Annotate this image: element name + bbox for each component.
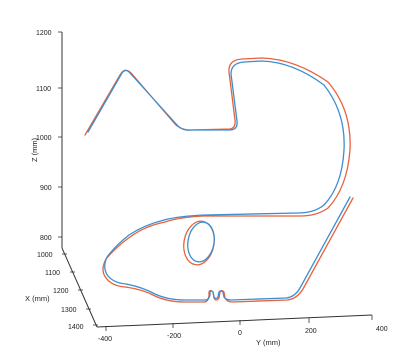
z-tick-label: 1000 xyxy=(36,135,52,142)
trajectory-loop-1 xyxy=(183,220,215,266)
trajectory-series-2 xyxy=(87,60,351,301)
x-tick-label: 1400 xyxy=(68,324,84,331)
x-tick-label: 1000 xyxy=(37,252,53,259)
y-tick-label: 0 xyxy=(238,330,242,337)
trajectory-series xyxy=(84,57,354,303)
x-tick-label: 1100 xyxy=(45,270,60,277)
y-axis-line xyxy=(96,314,373,328)
z-tick-label: 900 xyxy=(40,185,52,192)
z-tick-label: 1100 xyxy=(36,86,51,93)
x-tick-label: 1300 xyxy=(61,307,77,314)
trajectory-loop-2 xyxy=(187,221,215,263)
trajectory-series-1 xyxy=(84,57,354,303)
y-tick-label: 200 xyxy=(305,328,317,335)
x-tick-label: 1200 xyxy=(53,288,69,295)
y-tick-label: -400 xyxy=(98,336,112,343)
y-tick-label: -200 xyxy=(167,333,181,340)
x-axis-label: X (mm) xyxy=(25,294,50,303)
axis-frame xyxy=(61,32,373,328)
y-tick-label: 400 xyxy=(376,326,388,333)
z-tick-label: 1200 xyxy=(36,30,52,37)
y-axis-ticks: -400 -200 0 200 400 xyxy=(98,315,388,343)
z-tick-label: 800 xyxy=(40,235,52,242)
z-axis-label: Z (mm) xyxy=(30,137,39,162)
x-axis-ticks: 1000 1100 1200 1300 1400 xyxy=(37,252,98,331)
x-axis-line xyxy=(61,247,98,328)
z-axis-ticks: 1200 1100 1000 900 800 xyxy=(36,30,62,242)
y-axis-label: Y (mm) xyxy=(256,338,281,347)
